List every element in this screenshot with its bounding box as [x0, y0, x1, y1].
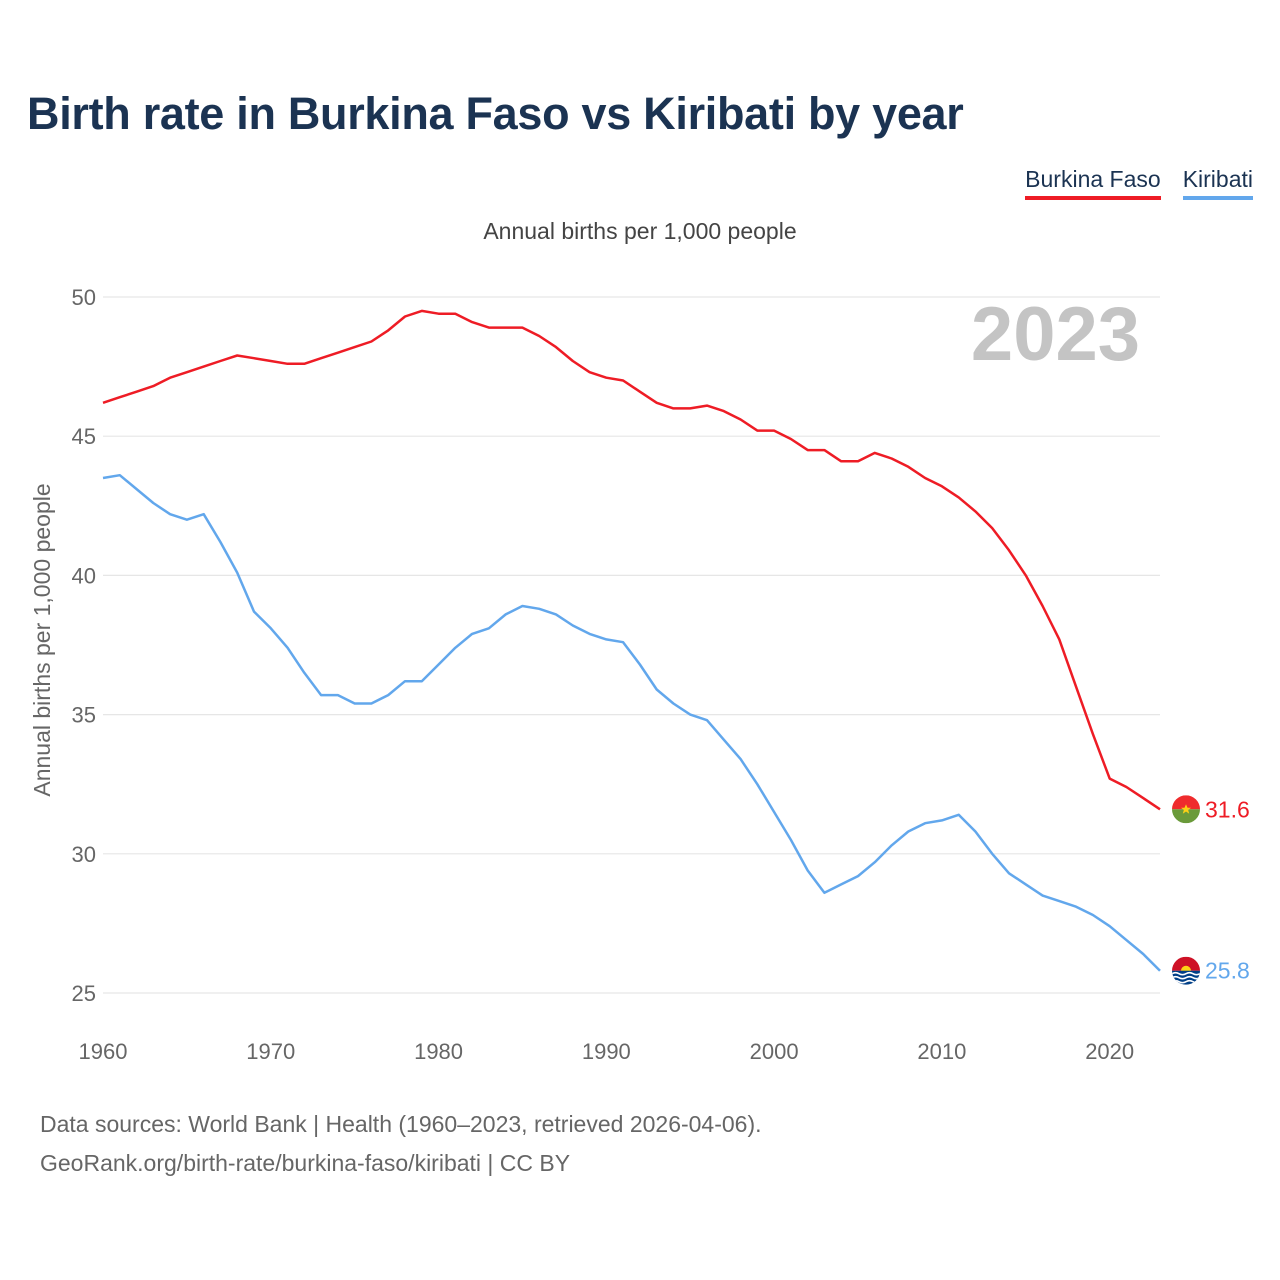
flag-sky [1172, 956, 1200, 971]
x-tick-label: 1990 [582, 1039, 631, 1064]
flag-wave [1172, 971, 1200, 976]
y-tick-label: 35 [72, 703, 96, 728]
x-tick-label: 2020 [1085, 1039, 1134, 1064]
x-tick-label: 1980 [414, 1039, 463, 1064]
x-tick-label: 2000 [750, 1039, 799, 1064]
source-line-2[interactable]: GeoRank.org/birth-rate/burkina-faso/kiri… [40, 1150, 571, 1176]
end-label-burkina-faso: 31.6 [1205, 796, 1250, 822]
legend-item-burkina-faso[interactable]: Burkina Faso [1025, 166, 1161, 200]
series-line-burkina-faso [102, 309, 1161, 811]
series-line-kiribati [102, 473, 1161, 972]
source-line-1: Data sources: World Bank | Health (1960–… [40, 1111, 762, 1137]
end-label-kiribati: 25.8 [1205, 958, 1250, 984]
x-tick-label: 1960 [79, 1039, 128, 1064]
data-source: Data sources: World Bank | Health (1960–… [40, 1105, 762, 1183]
legend: Burkina Faso Kiribati [1025, 166, 1253, 200]
x-tick-label: 1970 [246, 1039, 295, 1064]
year-watermark: 2023 [971, 292, 1140, 377]
y-tick-label: 40 [72, 563, 96, 588]
flag-wave [1172, 979, 1200, 984]
flag-star [1181, 804, 1191, 814]
y-axis-label: Annual births per 1,000 people [29, 483, 55, 796]
legend-item-kiribati[interactable]: Kiribati [1182, 166, 1253, 200]
chart-subtitle: Annual births per 1,000 people [483, 218, 797, 244]
flag-stripe [1172, 809, 1200, 824]
flag-stripe [1172, 795, 1200, 810]
burkina-faso-flag-icon [1172, 795, 1200, 824]
y-tick-label: 25 [72, 981, 96, 1006]
y-tick-label: 30 [72, 842, 96, 867]
kiribati-flag-icon [1172, 956, 1200, 985]
y-tick-label: 50 [72, 285, 96, 310]
y-tick-label: 45 [72, 424, 96, 449]
flag-wave [1172, 975, 1200, 980]
chart-title: Birth rate in Burkina Faso vs Kiribati b… [27, 88, 964, 139]
x-tick-label: 2010 [917, 1039, 966, 1064]
